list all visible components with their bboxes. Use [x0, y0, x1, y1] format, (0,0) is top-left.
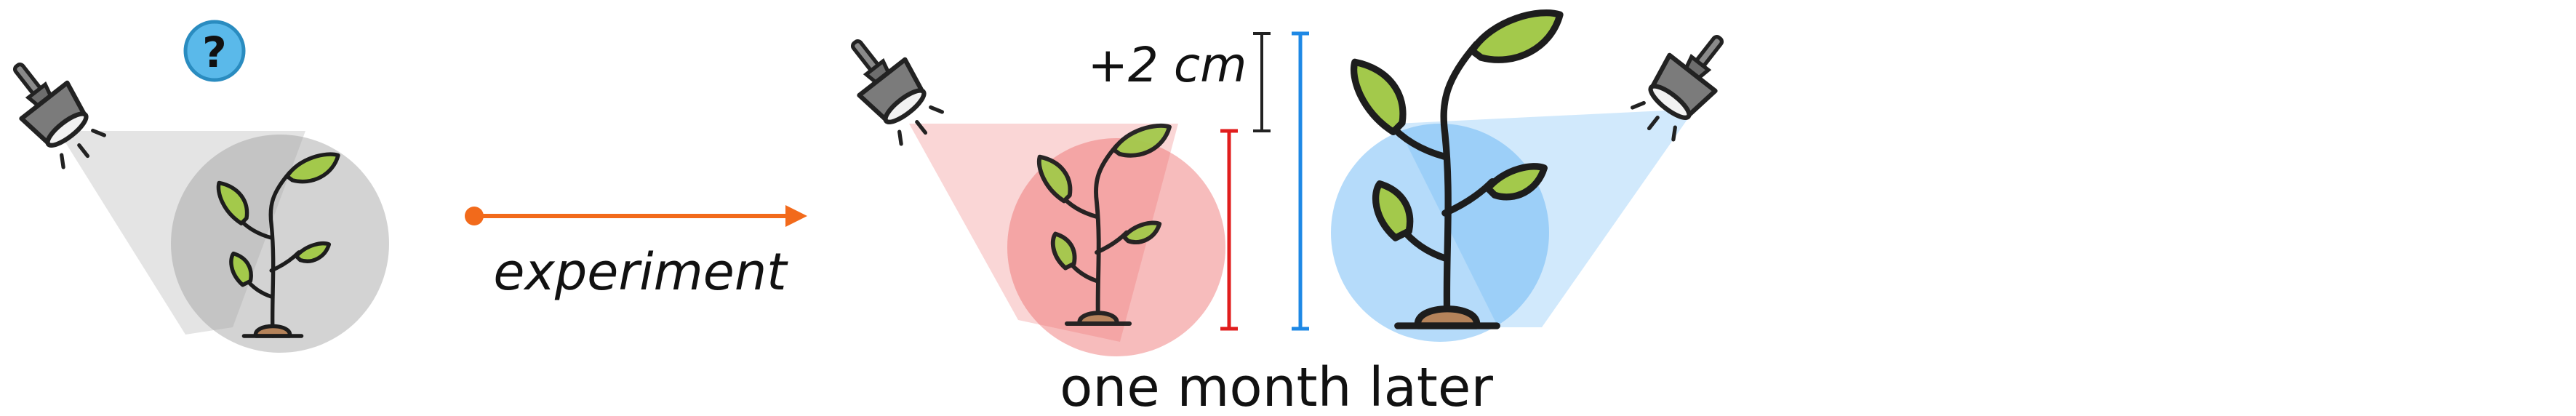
- growth-difference-marker: [1253, 32, 1271, 132]
- blue-light-setup: [1292, 13, 1743, 342]
- red-light-setup: [832, 25, 1238, 356]
- neutral-light-pool: [171, 135, 389, 353]
- growth-label: +2 cm: [1088, 37, 1247, 93]
- arrow-label: experiment: [493, 242, 788, 302]
- caption: one month later: [1060, 356, 1493, 416]
- question-mark-icon: ?: [183, 20, 246, 82]
- question-mark: ?: [202, 28, 227, 77]
- blue-light-beam: [1396, 109, 1695, 327]
- initial-setup: ?: [0, 20, 389, 353]
- arrow-right-icon: [465, 205, 807, 227]
- red-light-beam: [909, 124, 1178, 342]
